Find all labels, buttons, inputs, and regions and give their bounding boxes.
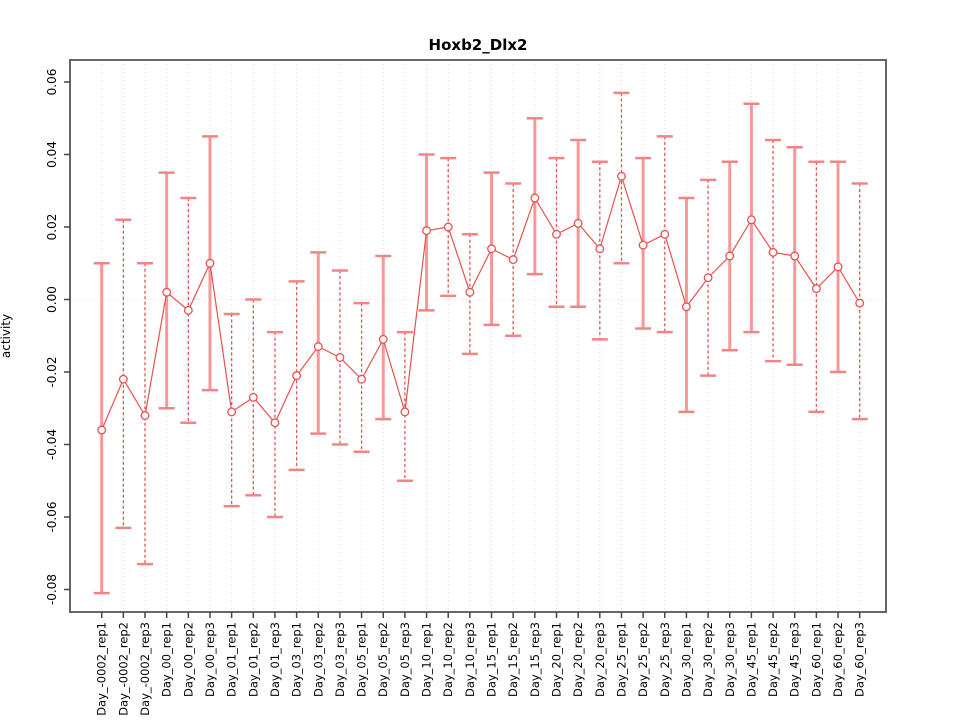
x-tick-label: Day_60_rep3	[853, 622, 867, 697]
data-point	[183, 305, 193, 315]
y-tick-label: -0.08	[45, 574, 59, 605]
x-tick-label: Day_-0002_rep3	[138, 622, 152, 716]
data-point	[205, 258, 215, 268]
x-tick-label: Day_60_rep1	[809, 622, 823, 697]
x-tick-label: Day_01_rep1	[225, 622, 239, 697]
y-axis-label: activity	[0, 313, 13, 359]
x-tick-label: Day_10_rep2	[441, 622, 455, 697]
data-point	[292, 371, 302, 381]
data-point	[768, 247, 778, 257]
data-point	[833, 262, 843, 272]
x-tick-label: Day_00_rep1	[160, 622, 174, 697]
data-point	[118, 374, 128, 384]
x-tick-label: Day_01_rep2	[246, 622, 260, 697]
x-tick-label: Day_45_rep1	[744, 622, 758, 697]
x-tick-label: Day_05_rep1	[355, 622, 369, 697]
data-point	[465, 287, 475, 297]
x-tick-label: Day_03_rep1	[290, 622, 304, 697]
data-point	[595, 244, 605, 254]
x-tick-label: Day_60_rep2	[831, 622, 845, 697]
data-point	[422, 226, 432, 236]
x-tick-label: Day_15_rep2	[506, 622, 520, 697]
data-point	[140, 411, 150, 420]
x-tick-label: Day_01_rep3	[268, 622, 282, 697]
y-tick-label: -0.06	[45, 501, 59, 532]
data-point	[378, 334, 388, 344]
x-tick-label: Day_03_rep2	[311, 622, 325, 697]
y-tick-label: 0.00	[45, 286, 59, 313]
x-tick-label: Day_03_rep3	[333, 622, 347, 697]
y-tick-label: -0.04	[45, 429, 59, 460]
x-tick-label: Day_45_rep2	[766, 622, 780, 697]
x-tick-label: Day_20_rep2	[571, 622, 585, 697]
x-tick-label: Day_-0002_rep2	[116, 622, 130, 716]
x-tick-label: Day_20_rep3	[593, 622, 607, 697]
x-tick-label: Day_20_rep1	[549, 622, 563, 697]
data-point	[725, 251, 735, 261]
x-tick-label: Day_10_rep1	[420, 622, 434, 697]
x-tick-label: Day_15_rep1	[485, 622, 499, 697]
x-tick-label: Day_25_rep1	[614, 622, 628, 697]
x-tick-label: Day_00_rep2	[181, 622, 195, 697]
plot-border	[69, 59, 887, 613]
x-tick-label: Day_30_rep2	[701, 622, 715, 697]
data-point	[227, 407, 237, 417]
data-point	[855, 298, 865, 308]
x-tick-label: Day_25_rep3	[658, 622, 672, 697]
data-point	[357, 374, 367, 384]
data-point	[400, 407, 410, 417]
series-line	[101, 174, 861, 431]
data-point	[248, 392, 258, 402]
x-tick-label: Day_15_rep3	[528, 622, 542, 697]
x-tick-label: Day_30_rep1	[679, 622, 693, 697]
x-tick-label: Day_10_rep3	[463, 622, 477, 697]
x-tick-label: Day_05_rep3	[398, 622, 412, 697]
data-point	[746, 215, 756, 225]
y-tick-label: -0.02	[45, 356, 59, 387]
data-point	[487, 244, 496, 254]
chart-title: Hoxb2_Dlx2	[428, 36, 528, 54]
x-tick-label: Day_00_rep3	[203, 622, 217, 697]
y-tick-label: 0.06	[45, 69, 59, 96]
data-point	[508, 255, 518, 265]
data-point	[660, 229, 670, 239]
data-point	[790, 251, 800, 261]
x-tick-label: Day_45_rep3	[788, 622, 802, 697]
data-point	[162, 287, 172, 297]
y-tick-label: 0.04	[45, 141, 59, 168]
data-point	[335, 353, 345, 362]
y-tick-label: 0.02	[45, 214, 59, 241]
x-tick-label: Day_-0002_rep1	[95, 622, 109, 716]
x-tick-label: Day_30_rep3	[723, 622, 737, 697]
x-tick-label: Day_25_rep2	[636, 622, 650, 697]
data-point	[313, 342, 323, 352]
data-point	[573, 218, 583, 228]
data-point	[703, 273, 713, 283]
data-point	[638, 240, 648, 250]
x-tick-label: Day_05_rep2	[376, 622, 390, 697]
data-point	[97, 425, 107, 435]
data-point	[552, 229, 561, 239]
data-point	[443, 222, 453, 232]
data-point	[811, 284, 821, 294]
data-point	[617, 171, 626, 181]
data-point	[270, 418, 280, 428]
data-point	[681, 302, 691, 312]
data-point	[530, 193, 540, 203]
